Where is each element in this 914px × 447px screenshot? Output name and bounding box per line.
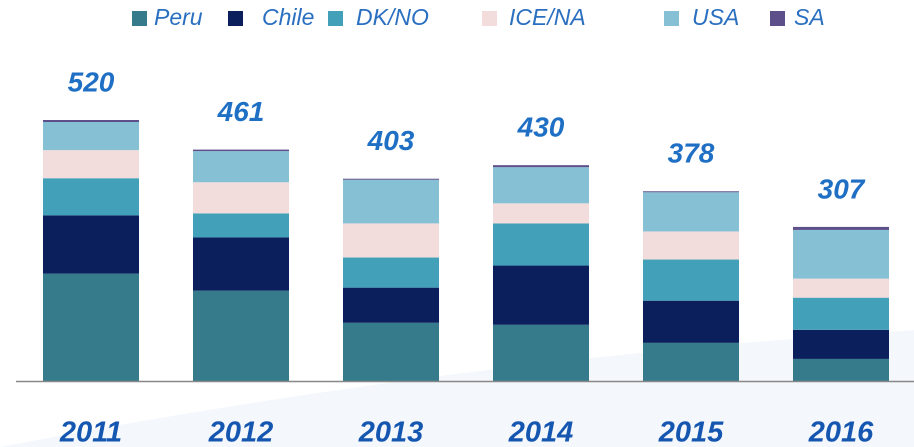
bar-segment <box>193 149 289 152</box>
x-tick-label: 2012 <box>208 417 274 447</box>
legend-swatch <box>328 11 343 26</box>
bar-segment <box>343 223 439 258</box>
x-tick-label: 2014 <box>508 417 574 447</box>
legend-label: SA <box>794 4 825 30</box>
bar-segment <box>643 191 739 193</box>
x-tick-label: 2013 <box>358 417 424 447</box>
bar-segment <box>793 297 889 330</box>
bar-segment <box>343 178 439 180</box>
bar-segment <box>643 192 739 232</box>
total-label: 461 <box>217 96 265 127</box>
bar-segment <box>343 322 439 381</box>
bar-segment <box>493 265 589 325</box>
bar-segment <box>193 182 289 214</box>
bar-segment <box>193 151 289 183</box>
legend-label: USA <box>692 4 739 30</box>
total-label: 520 <box>68 66 115 97</box>
bar-segment <box>193 290 289 381</box>
bar-segment <box>43 178 139 216</box>
bar-segment <box>343 287 439 323</box>
bar-segment <box>43 120 139 123</box>
bar-segment <box>643 231 739 260</box>
x-tick-label: 2016 <box>808 417 874 447</box>
bar-segment <box>793 358 889 381</box>
bar-segment <box>793 278 889 298</box>
total-label: 378 <box>668 138 715 169</box>
bar-segment <box>493 324 589 381</box>
total-label: 307 <box>818 173 866 204</box>
bar-segment <box>643 342 739 381</box>
bar-segment <box>493 165 589 168</box>
bar-segment <box>43 122 139 151</box>
total-label: 403 <box>367 125 415 156</box>
bar-segment <box>493 167 589 204</box>
bar-segment <box>193 213 289 238</box>
bar-segment <box>43 215 139 274</box>
bar-segment <box>343 179 439 224</box>
bar-segment <box>193 237 289 291</box>
bar-segment <box>643 259 739 301</box>
legend-swatch <box>132 11 147 26</box>
bar-segment <box>793 226 889 230</box>
total-label: 430 <box>517 112 565 143</box>
legend-swatch <box>770 11 785 26</box>
legend-swatch <box>664 11 679 26</box>
bar-segment <box>493 223 589 266</box>
bar-segment <box>793 229 889 279</box>
legend-label: ICE/NA <box>509 4 586 30</box>
bar-segment <box>493 203 589 224</box>
legend-label: Peru <box>154 4 203 30</box>
legend-label: DK/NO <box>356 4 429 30</box>
bar-segment <box>43 273 139 381</box>
bar-segment <box>343 257 439 288</box>
legend-swatch <box>228 11 243 26</box>
bar-segment <box>793 329 889 359</box>
x-tick-label: 2011 <box>59 417 122 447</box>
x-tick-label: 2015 <box>658 417 724 447</box>
bar-segment <box>43 150 139 179</box>
bar-segment <box>643 300 739 343</box>
legend-swatch <box>482 11 497 26</box>
legend-label: Chile <box>262 4 314 30</box>
